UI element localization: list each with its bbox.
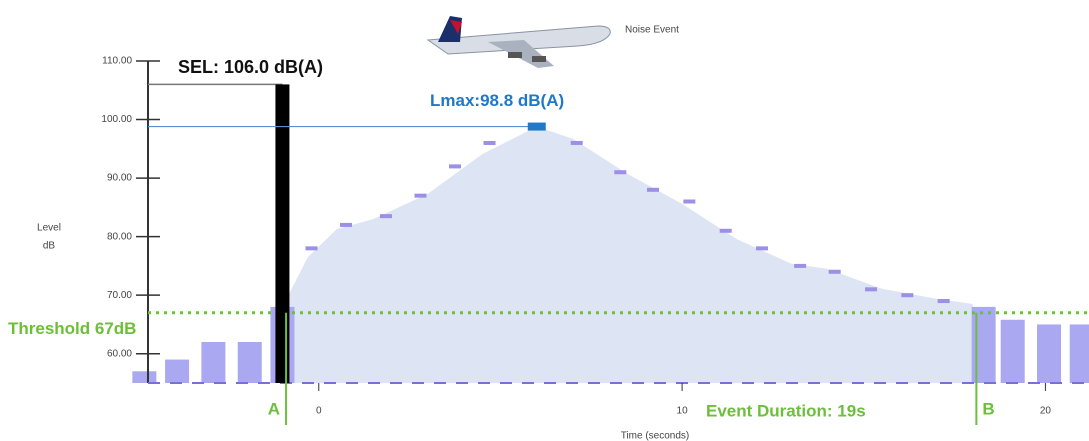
y-tick-label: 70.00 (107, 290, 132, 301)
event-marker-label: A (268, 399, 280, 418)
x-tick-label: 0 (316, 406, 322, 417)
level-bar (165, 359, 190, 383)
level-dash (901, 293, 914, 298)
level-dash (414, 193, 427, 198)
event-marker-label: B (982, 399, 994, 418)
level-bar (237, 342, 262, 383)
level-dash (570, 140, 583, 145)
x-axis-label: Time (seconds) (621, 431, 690, 441)
y-tick-label: 100.00 (101, 114, 132, 125)
level-dash (379, 214, 392, 219)
y-tick-label: 80.00 (107, 231, 132, 242)
level-dash (756, 246, 769, 251)
airplane-icon (426, 16, 611, 68)
level-dash (794, 263, 807, 268)
level-area (282, 126, 973, 383)
level-dash (340, 222, 353, 227)
level-bar (132, 371, 157, 383)
event-duration: Event Duration: 19s (706, 401, 866, 420)
y-axis-label: Level (37, 223, 61, 234)
level-dash (937, 299, 950, 304)
level-dash (719, 228, 732, 233)
lmax-label: Lmax:98.8 dB(A) (430, 91, 564, 110)
level-bar (1069, 324, 1089, 383)
sel-bar (275, 84, 290, 383)
level-dash (828, 269, 841, 274)
x-tick-label: 10 (677, 406, 689, 417)
sel-label: SEL: 106.0 dB(A) (178, 57, 323, 77)
level-dash (683, 199, 696, 204)
level-bar (971, 306, 996, 383)
level-bar (201, 342, 226, 383)
level-dash (449, 164, 462, 169)
threshold-label: Threshold 67dB (8, 319, 136, 338)
y-axis-label: dB (43, 241, 56, 252)
level-dash (865, 287, 878, 292)
level-dash (647, 187, 660, 192)
chart-title: Noise Event (625, 25, 679, 36)
level-dash (483, 140, 496, 145)
x-tick-label: 20 (1040, 406, 1052, 417)
y-tick-label: 90.00 (107, 173, 132, 184)
level-bar (1037, 324, 1062, 383)
lmax-marker (527, 122, 546, 131)
y-tick-label: 110.00 (102, 56, 132, 67)
y-tick-label: 60.00 (107, 348, 132, 359)
level-dash (614, 170, 627, 175)
level-bar (1000, 319, 1025, 383)
level-dash (305, 246, 318, 251)
